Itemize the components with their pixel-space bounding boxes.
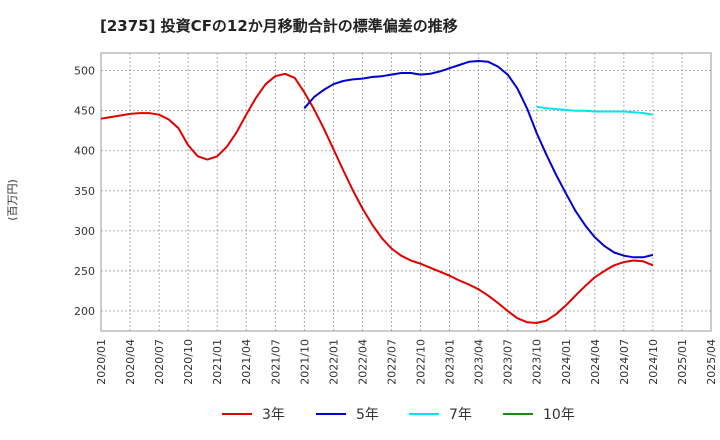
legend-item-1[interactable]: 5年 <box>316 407 379 423</box>
y-tick-label: 350 <box>74 185 95 198</box>
x-tick-label: 2020/07 <box>153 339 166 385</box>
y-tick-label: 250 <box>74 265 95 278</box>
legend-item-0[interactable]: 3年 <box>222 407 285 423</box>
series-line-0 <box>100 72 654 324</box>
y-axis: 200 250 300 350 400 450 500 <box>74 65 95 318</box>
series-line-2 <box>536 105 654 116</box>
x-tick-label: 2022/07 <box>385 339 398 385</box>
y-tick-label: 450 <box>74 105 95 118</box>
x-tick-label: 2021/01 <box>211 339 224 385</box>
x-tick-label: 2023/10 <box>531 339 544 385</box>
y-tick-label: 400 <box>74 145 95 158</box>
x-tick-label: 2024/04 <box>589 339 602 385</box>
series-group <box>100 60 654 324</box>
x-tick-label: 2021/04 <box>240 339 253 385</box>
chart-title: [2375] 投資CFの12か月移動合計の標準偏差の推移 <box>100 17 458 35</box>
x-tick-label: 2024/01 <box>560 339 573 385</box>
legend-label: 10年 <box>543 407 575 423</box>
y-axis-label: (百万円) <box>6 179 19 221</box>
x-tick-label: 2025/04 <box>705 339 718 385</box>
x-tick-label: 2022/04 <box>356 339 369 385</box>
legend[interactable]: 3年 5年 7年 10年 <box>222 407 575 423</box>
y-tick-label: 500 <box>74 65 95 78</box>
x-tick-label: 2021/07 <box>269 339 282 385</box>
x-tick-label: 2020/10 <box>182 339 195 385</box>
x-axis: 2020/01 2020/04 2020/07 2020/10 2021/01 2021/… <box>95 339 718 385</box>
y-tick-label: 300 <box>74 225 95 238</box>
legend-label: 7年 <box>449 407 472 423</box>
y-tick-label: 200 <box>74 305 95 318</box>
x-tick-label: 2023/04 <box>473 339 486 385</box>
x-tick-label: 2022/01 <box>327 339 340 385</box>
series-line-1 <box>303 60 654 259</box>
legend-item-2[interactable]: 7年 <box>409 407 472 423</box>
x-tick-label: 2022/10 <box>415 339 428 385</box>
x-tick-label: 2020/01 <box>95 339 108 385</box>
legend-label: 5年 <box>356 407 379 423</box>
legend-item-3[interactable]: 10年 <box>503 407 575 423</box>
x-tick-label: 2025/01 <box>676 339 689 385</box>
plot-area <box>100 52 712 332</box>
x-tick-label: 2023/07 <box>502 339 515 385</box>
x-tick-label: 2024/07 <box>618 339 631 385</box>
grid-lines <box>100 53 712 331</box>
x-tick-label: 2023/01 <box>444 339 457 385</box>
legend-label: 3年 <box>262 407 285 423</box>
x-tick-label: 2024/10 <box>647 339 660 385</box>
x-tick-label: 2020/04 <box>124 339 137 385</box>
x-tick-label: 2021/10 <box>298 339 311 385</box>
